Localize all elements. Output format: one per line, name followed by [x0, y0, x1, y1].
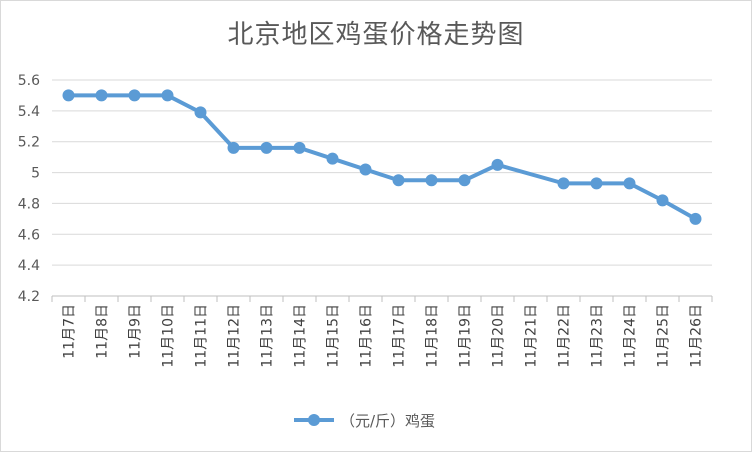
y-tick-label: 4.8 [18, 196, 40, 212]
data-point [227, 141, 240, 154]
x-tick-label: 11月20日 [491, 304, 507, 368]
x-tick-label: 11月17日 [392, 304, 408, 368]
data-point [425, 174, 438, 187]
x-tick-label: 11月11日 [194, 304, 210, 368]
x-axis [51, 295, 713, 302]
data-point [557, 177, 570, 190]
x-tick-label: 11月7日 [62, 304, 78, 359]
x-tick-label: 11月8日 [95, 304, 111, 359]
x-tick-label: 11月24日 [623, 304, 639, 368]
data-point [194, 106, 207, 119]
y-tick-label: 5.4 [18, 104, 40, 120]
data-point [623, 177, 636, 190]
x-tick-label: 11月25日 [656, 304, 672, 368]
x-tick-label: 11月23日 [590, 304, 606, 368]
grid-lines [52, 79, 712, 266]
series-layer [62, 89, 702, 225]
y-tick-label: 5 [31, 166, 40, 182]
x-tick-label: 11月9日 [128, 304, 144, 359]
x-tick-label: 11月26日 [689, 304, 705, 368]
legend-point-marker [308, 414, 320, 426]
x-tick-label: 11月14日 [293, 304, 309, 368]
x-tick-label: 11月22日 [557, 304, 573, 368]
x-tick-label: 11月12日 [227, 304, 243, 368]
data-point [62, 89, 75, 102]
x-tick-label: 11月18日 [425, 304, 441, 368]
x-tick-label: 11月10日 [161, 304, 177, 368]
x-axis-ticks: 11月7日 11月8日 11月9日 11月10日 11月11日 11月12日 11月13日 1… [62, 304, 705, 368]
y-tick-label: 5.6 [18, 73, 40, 89]
y-tick-label: 4.2 [18, 289, 40, 305]
legend-label: （元/斤）鸡蛋 [340, 412, 435, 430]
data-point [95, 89, 108, 102]
series-line [68, 93, 697, 221]
x-tick-label: 11月16日 [359, 304, 375, 368]
data-point [392, 174, 405, 187]
y-tick-label: 4.6 [18, 227, 40, 243]
data-point [128, 89, 141, 102]
y-tick-label: 4.4 [18, 258, 40, 274]
x-tick-label: 11月19日 [458, 304, 474, 368]
data-point [359, 163, 372, 176]
data-point [590, 177, 603, 190]
data-point [458, 174, 471, 187]
y-axis-ticks: 4.2 4.4 4.6 4.8 5 5.2 5.4 5.6 [18, 73, 40, 305]
data-point [326, 152, 339, 165]
y-tick-label: 5.2 [18, 135, 40, 151]
chart-title: 北京地区鸡蛋价格走势图 [227, 20, 525, 50]
data-point [260, 141, 273, 154]
data-point [293, 141, 306, 154]
x-tick-label: 11月13日 [260, 304, 276, 368]
legend: （元/斤）鸡蛋 [294, 412, 435, 430]
data-point [161, 89, 174, 102]
data-point [689, 212, 702, 225]
data-point [656, 194, 669, 207]
x-tick-label: 11月15日 [326, 304, 342, 368]
x-tick-label: 11月21日 [524, 304, 540, 368]
data-point [491, 158, 504, 171]
